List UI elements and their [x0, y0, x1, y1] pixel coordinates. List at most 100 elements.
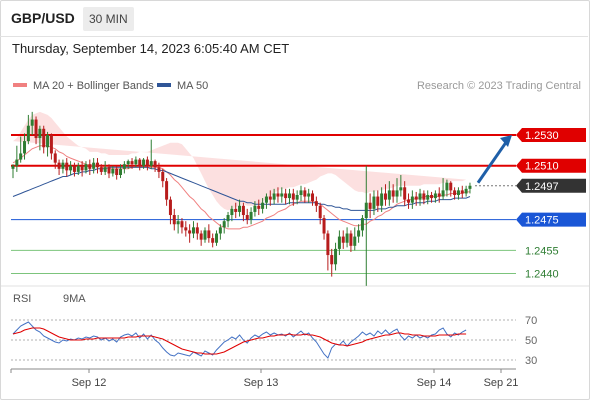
candle-body: [453, 190, 457, 196]
candle-body: [249, 211, 253, 220]
candle-body: [26, 125, 30, 142]
x-axis: Sep 12 Sep 13 Sep 14 Sep 21: [10, 369, 519, 389]
x-label: Sep 13: [244, 377, 279, 389]
candle-body: [134, 159, 138, 165]
chart-datetime: Thursday, September 14, 2023 6:05:40 AM …: [12, 41, 290, 56]
candle-body: [211, 238, 215, 243]
candle-body: [172, 215, 176, 225]
candle-body: [145, 159, 149, 166]
candle-body: [188, 230, 192, 234]
legend-ma50-label: MA 50: [177, 80, 209, 92]
chart-header: GBP/USD 30 MIN: [0, 0, 588, 37]
legend-ma50: MA 50: [157, 80, 208, 92]
candle-body: [126, 161, 130, 165]
candle-body: [337, 236, 341, 249]
ma50-line: [12, 166, 471, 211]
candle-body: [180, 221, 184, 228]
candle-body: [445, 182, 449, 191]
candle-body: [426, 195, 430, 200]
candle-body: [253, 205, 257, 212]
candle-body: [142, 159, 146, 166]
candle-body: [322, 218, 326, 234]
candle-body: [61, 162, 65, 169]
candle-body: [284, 193, 288, 199]
candle-body: [261, 202, 265, 209]
candle-body: [46, 134, 50, 148]
candle-body: [92, 162, 96, 169]
candle-body: [119, 168, 123, 175]
candle-body: [372, 196, 376, 209]
candle-body: [272, 193, 276, 200]
candle-body: [257, 205, 261, 209]
candle-body: [38, 128, 42, 139]
legend-ma20-label: MA 20 + Bollinger Bands: [33, 80, 154, 92]
ma50-swatch: [157, 83, 171, 88]
x-label: Sep 14: [417, 377, 452, 389]
candle-body: [226, 215, 230, 222]
rsi-panel: 70 50 30: [11, 315, 537, 367]
legend-9ma-label: 9MA: [63, 293, 86, 305]
candle-body: [395, 190, 399, 197]
candle-body: [222, 221, 226, 228]
candle-body: [80, 165, 84, 171]
candle-body: [207, 230, 211, 239]
candle-body: [195, 227, 199, 234]
candle-body: [76, 165, 80, 172]
candle-body: [311, 193, 315, 202]
level-label-1.2455: 1.2455: [525, 245, 559, 257]
level-label-1.2475: 1.2475: [525, 215, 559, 227]
candle-body: [433, 193, 437, 199]
candle-body: [422, 193, 426, 200]
candle-body: [291, 193, 295, 200]
candles: [11, 111, 472, 286]
timeframe-badge[interactable]: 30 MIN: [83, 7, 134, 31]
candle-body: [199, 233, 203, 240]
candle-body: [430, 195, 434, 199]
rsi-series-9MA: [12, 327, 467, 355]
candle-body: [107, 167, 111, 174]
candle-body: [88, 164, 92, 169]
candle-body: [353, 236, 357, 246]
candle-body: [57, 162, 61, 169]
candle-body: [42, 128, 46, 148]
level-labels: 1.2530 1.2510 1.2497 1.2475 1.2455 1.2440: [516, 127, 586, 281]
x-label: Sep 12: [72, 377, 107, 389]
candle-body: [234, 208, 238, 212]
symbol-title: GBP/USD: [11, 10, 75, 26]
rsi-tick-50: 50: [525, 335, 537, 347]
candle-body: [360, 218, 364, 231]
candle-body: [34, 119, 38, 139]
candle-body: [268, 196, 272, 200]
candle-body: [357, 230, 361, 237]
legend-rsi-label: RSI: [13, 293, 32, 305]
legend-ma20: MA 20 + Bollinger Bands: [13, 80, 154, 92]
candle-body: [49, 134, 53, 154]
candle-body: [345, 233, 349, 243]
candle-body: [399, 187, 403, 191]
level-tag-1.2530: [516, 127, 586, 142]
level-tag-1.2510: [516, 158, 586, 173]
candle-body: [69, 165, 73, 171]
candle-body: [238, 205, 242, 212]
candle-body: [318, 205, 322, 219]
candle-body: [468, 185, 472, 189]
candle-body: [456, 190, 460, 196]
candle-body: [72, 165, 76, 172]
candle-body: [330, 255, 334, 265]
candle-body: [383, 193, 387, 200]
rsi-tick-30: 30: [525, 355, 537, 367]
candle-body: [295, 195, 299, 200]
candle-body: [65, 162, 69, 171]
candle-body: [449, 182, 453, 191]
candle-body: [19, 153, 23, 160]
candle-body: [418, 193, 422, 200]
level-label-1.2510: 1.2510: [525, 161, 559, 173]
candle-body: [391, 190, 395, 197]
candle-body: [165, 181, 169, 200]
x-label: Sep 21: [484, 377, 519, 389]
candle-body: [341, 236, 345, 243]
candle-body: [280, 193, 284, 197]
level-tag-1.2475: [516, 212, 586, 227]
candle-body: [157, 167, 161, 172]
